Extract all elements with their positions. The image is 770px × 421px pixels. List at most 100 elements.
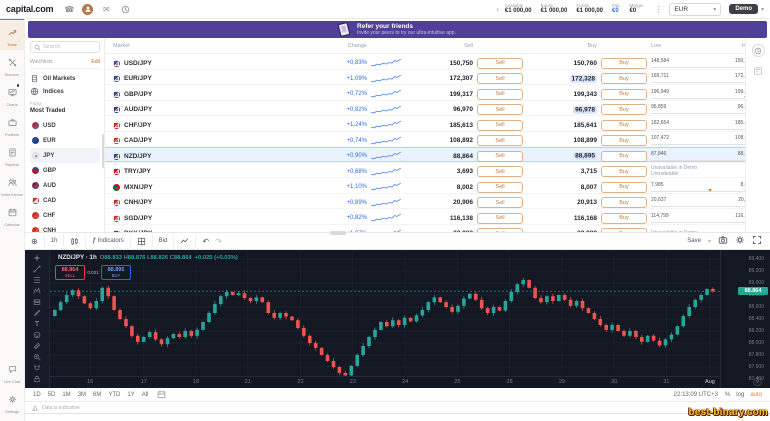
range-button-1y[interactable]: 1Y (127, 391, 135, 398)
buy-button[interactable]: Buy (601, 119, 647, 131)
lock-icon[interactable] (31, 374, 43, 384)
text-icon[interactable]: T (34, 320, 40, 328)
scale-button-percent[interactable]: % (724, 391, 731, 398)
scale-button-auto[interactable]: auto (750, 391, 762, 398)
sidebar-item-reports[interactable]: Reports (0, 140, 24, 170)
buy-button[interactable]: Buy (601, 197, 647, 208)
sell-button[interactable]: Sell (477, 73, 523, 84)
panel-resize-handle[interactable] (330, 231, 346, 235)
calendar-icon[interactable] (157, 390, 166, 399)
range-button-3m[interactable]: 3M (77, 391, 87, 398)
sidebar-item-calendar[interactable]: Calendar (0, 200, 24, 230)
buy-button[interactable]: Buy (601, 166, 647, 177)
watchlist-item-oil-markets[interactable]: Oil Markets (30, 72, 100, 85)
panel-icon[interactable] (752, 65, 764, 77)
market-row-chfjpy[interactable]: CHF/JPY +1,24% 185,613 Sell 185,641 Buy 182,65… (105, 116, 745, 132)
sidebar-item-settings[interactable]: Settings (0, 387, 24, 417)
sell-button[interactable]: Sell (477, 88, 523, 100)
fib-retracement-icon[interactable] (31, 275, 43, 285)
undo-button[interactable]: ↶ (202, 236, 210, 246)
avatar[interactable] (82, 3, 94, 15)
time-axis[interactable]: 16 17 18 21 22 23 24 25 28 29 30 31 Aug (50, 376, 720, 388)
sidebar-item-trade[interactable]: Trade (0, 19, 24, 50)
clock-icon[interactable] (751, 44, 765, 57)
line-style-button[interactable] (174, 235, 197, 247)
sell-button[interactable]: Sell (477, 104, 523, 115)
watchlist-item-indices[interactable]: Indices (30, 85, 100, 98)
bid-button[interactable]: Bid (153, 235, 175, 247)
currency-filter-cad[interactable]: CAD (30, 193, 100, 208)
currency-filter-aud[interactable]: AUD (30, 178, 100, 193)
chevron-down-icon[interactable]: ▾ (707, 238, 711, 245)
history-clock-icon[interactable] (119, 3, 131, 15)
crosshair-icon[interactable] (31, 253, 43, 263)
price-chart[interactable]: T NZD/JPY · 1h O88.833 H88.876 L88.826 C… (25, 250, 770, 388)
currency-filter-usd[interactable]: USD (30, 118, 100, 133)
market-row-dkkjpy[interactable]: DKK/JPY +1,07% 23,083 Sell 23,088 Buy Unavaila… (105, 225, 745, 232)
brush-icon[interactable] (31, 308, 43, 318)
market-row-nzdjpy[interactable]: NZD/JPY +0,90% 88,864 Sell 88,895 Buy 87,846 88… (105, 147, 745, 163)
mail-icon[interactable]: ✉ (102, 4, 110, 14)
price-axis[interactable]: ⚙ 89.40089.20089.00088.80088.60088.40088… (720, 250, 770, 388)
currency-select[interactable]: EUR ▾ (669, 2, 722, 16)
candlestick-plot[interactable] (50, 250, 720, 380)
currency-filter-cnh[interactable]: CNH (30, 223, 100, 232)
scale-button-log[interactable]: log (736, 391, 745, 398)
range-button-1m[interactable]: 1M (62, 391, 71, 398)
market-row-cadjpy[interactable]: CAD/JPY +0,74% 108,892 Sell 108,899 Buy 107,47… (105, 132, 745, 147)
chart-type-button[interactable] (64, 235, 87, 247)
sidebar-item-invite-friends[interactable]: Invite friends (0, 170, 24, 200)
sell-button[interactable]: Sell (477, 197, 523, 208)
range-button-5d[interactable]: 5D (47, 391, 56, 398)
sidebar-item-portfolio[interactable]: Portfolio (0, 110, 24, 140)
sidebar-item-live-chat[interactable]: Live Chat (0, 357, 24, 387)
sidebar-item-charts[interactable]: Charts (0, 80, 24, 110)
kebab-menu-icon[interactable]: ⋮ (654, 4, 663, 14)
currency-filter-chf[interactable]: CHF (30, 208, 100, 223)
range-button-1d[interactable]: 1D (33, 391, 41, 398)
market-row-cnhjpy[interactable]: CNH/JPY +0,89% 20,906 Sell 20,913 Buy 20,637 20… (105, 194, 745, 209)
axis-settings-icon[interactable]: ⚙ (753, 377, 762, 386)
sell-button[interactable]: Sell (477, 212, 523, 224)
chevron-right-icon[interactable]: › (496, 4, 499, 14)
buy-button[interactable]: Buy (601, 104, 647, 115)
refer-friends-banner[interactable]: Refer your friends Invite your peers to … (28, 21, 767, 38)
buy-button[interactable]: Buy (601, 135, 647, 146)
buy-button[interactable]: 88.895 BUY (101, 265, 131, 280)
add-symbol-button[interactable]: ⊕ (25, 235, 45, 247)
buy-button[interactable]: Buy (601, 150, 647, 162)
market-row-eurjpy[interactable]: EUR/JPY +1,09% 172,307 Sell 172,328 Buy 169,71… (105, 70, 745, 85)
currency-filter-eur[interactable]: EUR (30, 133, 100, 148)
watchlist-item-most-traded[interactable]: Most Traded (30, 108, 66, 114)
magnet-icon[interactable] (31, 363, 43, 373)
gear-icon[interactable] (735, 232, 745, 250)
market-row-usdjpy[interactable]: USD/JPY +0,83% 150,750 Sell 150,760 Buy 148,58… (105, 54, 745, 70)
chevron-down-icon[interactable]: ▾ (760, 6, 764, 13)
watchlist-scrollbar[interactable] (102, 134, 104, 168)
currency-filter-gbp[interactable]: GBP (30, 163, 100, 178)
market-row-sgdjpy[interactable]: SGD/JPY +0,82% 116,138 Sell 116,168 Buy 114,79… (105, 209, 745, 225)
measure-icon[interactable] (31, 341, 43, 351)
phone-icon[interactable]: ☎ (64, 4, 75, 14)
range-button-ytd[interactable]: YTD (108, 391, 121, 398)
sell-button[interactable]: Sell (477, 57, 523, 69)
buy-button[interactable]: Buy (601, 212, 647, 224)
emoji-icon[interactable] (31, 330, 43, 340)
range-button-6m[interactable]: 6M (93, 391, 102, 398)
buy-button[interactable]: Buy (601, 88, 647, 100)
buy-button[interactable]: Buy (601, 181, 647, 193)
sidebar-item-discover[interactable]: Discover (0, 50, 24, 80)
sell-button[interactable]: 88.864 SELL (55, 265, 85, 280)
clock-text[interactable]: 22:13:09 UTC+3 (673, 391, 718, 398)
long-position-icon[interactable] (31, 297, 43, 307)
save-button[interactable]: Save (687, 238, 701, 244)
range-button-all[interactable]: All (141, 391, 149, 398)
market-row-audjpy[interactable]: AUD/JPY +0,82% 96,970 Sell 96,978 Buy 95,859 96… (105, 101, 745, 116)
trend-line-icon[interactable] (31, 264, 43, 274)
sell-button[interactable]: Sell (477, 166, 523, 177)
sell-button[interactable]: Sell (477, 119, 523, 131)
fullscreen-icon[interactable] (752, 232, 762, 250)
account-mode-badge[interactable]: Demo (729, 4, 758, 14)
buy-button[interactable]: Buy (601, 228, 647, 232)
xabcd-pattern-icon[interactable] (31, 286, 43, 296)
